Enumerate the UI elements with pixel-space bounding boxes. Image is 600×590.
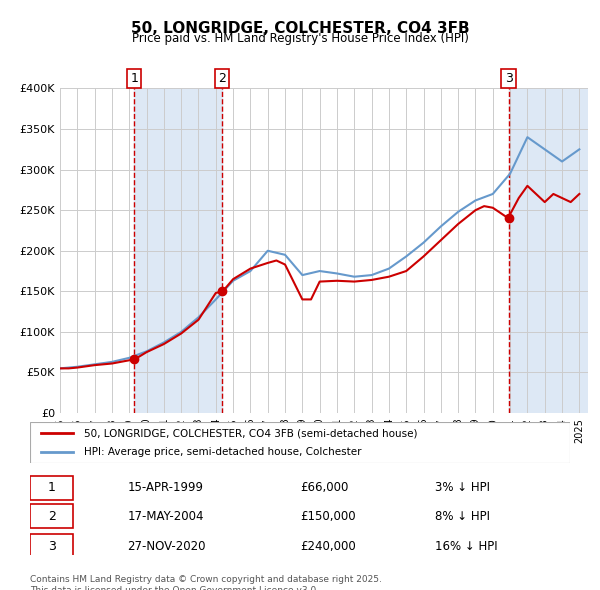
Text: 50, LONGRIDGE, COLCHESTER, CO4 3FB (semi-detached house): 50, LONGRIDGE, COLCHESTER, CO4 3FB (semi… <box>84 428 418 438</box>
Text: 3: 3 <box>47 539 56 553</box>
Text: 1: 1 <box>47 481 56 494</box>
Text: 27-NOV-2020: 27-NOV-2020 <box>127 539 206 553</box>
Text: 2: 2 <box>218 72 226 85</box>
Bar <box>509 88 588 413</box>
Text: 50, LONGRIDGE, COLCHESTER, CO4 3FB: 50, LONGRIDGE, COLCHESTER, CO4 3FB <box>131 21 469 35</box>
Text: 16% ↓ HPI: 16% ↓ HPI <box>435 539 497 553</box>
Text: £66,000: £66,000 <box>300 481 349 494</box>
FancyBboxPatch shape <box>30 476 73 500</box>
Text: Contains HM Land Registry data © Crown copyright and database right 2025.
This d: Contains HM Land Registry data © Crown c… <box>30 575 382 590</box>
Text: HPI: Average price, semi-detached house, Colchester: HPI: Average price, semi-detached house,… <box>84 447 361 457</box>
Text: 1: 1 <box>130 72 138 85</box>
Text: Price paid vs. HM Land Registry's House Price Index (HPI): Price paid vs. HM Land Registry's House … <box>131 32 469 45</box>
FancyBboxPatch shape <box>30 422 570 463</box>
Text: £240,000: £240,000 <box>300 539 356 553</box>
Text: £150,000: £150,000 <box>300 510 356 523</box>
Text: 2: 2 <box>47 510 56 523</box>
Text: 3: 3 <box>505 72 512 85</box>
Text: 17-MAY-2004: 17-MAY-2004 <box>127 510 204 523</box>
Text: 3% ↓ HPI: 3% ↓ HPI <box>435 481 490 494</box>
FancyBboxPatch shape <box>30 504 73 528</box>
Text: 15-APR-1999: 15-APR-1999 <box>127 481 203 494</box>
FancyBboxPatch shape <box>30 534 73 558</box>
Bar <box>134 88 223 413</box>
Text: 8% ↓ HPI: 8% ↓ HPI <box>435 510 490 523</box>
